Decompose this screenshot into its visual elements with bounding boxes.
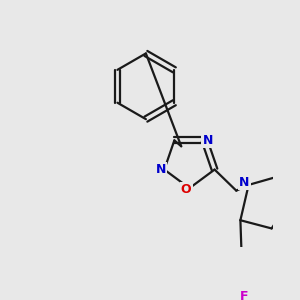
Text: O: O <box>181 183 191 196</box>
Text: N: N <box>156 163 166 176</box>
Text: F: F <box>240 290 249 300</box>
Text: N: N <box>202 134 213 147</box>
Text: N: N <box>239 176 250 189</box>
